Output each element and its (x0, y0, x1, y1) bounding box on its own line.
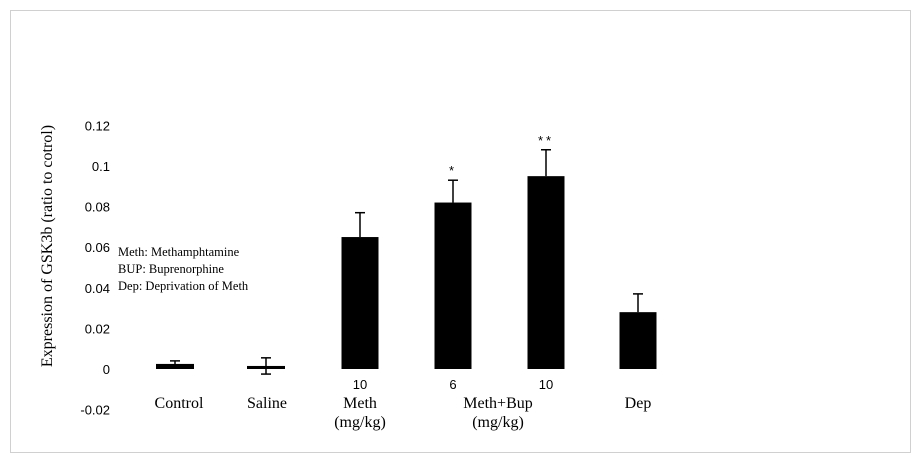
significance-marks: *** (449, 133, 554, 178)
y-axis-ticks: 0.12 0.1 0.08 0.06 0.04 0.02 0 -0.02 (80, 118, 110, 417)
y-tick-label: -0.02 (80, 403, 110, 418)
significance-mark: ** (538, 133, 554, 148)
group-label-control: Control (155, 395, 204, 412)
y-tick-label: 0.06 (85, 240, 110, 255)
dose-label: 10 (539, 377, 553, 392)
bar (619, 312, 657, 369)
chart-frame (10, 10, 911, 453)
group-label-saline: Saline (247, 395, 287, 412)
legend: Meth: Methamphtamine BUP: Buprenorphine … (118, 245, 249, 293)
group-label-dep: Dep (625, 395, 652, 412)
y-tick-label: 0 (103, 362, 110, 377)
legend-line-meth: Meth: Methamphtamine (118, 245, 240, 259)
legend-line-dep: Dep: Deprivation of Meth (118, 279, 249, 293)
y-axis-label: Expression of GSK3b (ratio to cotrol) (39, 125, 56, 367)
y-tick-label: 0.04 (85, 281, 110, 296)
dose-label: 10 (353, 377, 367, 392)
group-label-meth: Meth (343, 395, 377, 412)
bars (156, 176, 657, 369)
y-tick-label: 0.12 (85, 118, 110, 133)
bar (434, 202, 472, 369)
error-bars (170, 149, 643, 375)
legend-line-bup: BUP: Buprenorphine (118, 262, 224, 276)
y-tick-label: 0.1 (92, 159, 110, 174)
group-labels: Control Saline Meth (mg/kg) Meth+Bup (mg… (155, 395, 652, 431)
dose-labels: 10 6 10 (353, 377, 553, 392)
y-tick-label: 0.08 (85, 200, 110, 215)
bar (341, 237, 379, 369)
group-sublabel-meth: (mg/kg) (334, 414, 386, 431)
bar (527, 176, 565, 369)
group-sublabel-meth-bup: (mg/kg) (472, 414, 524, 431)
significance-mark: * (449, 163, 457, 178)
dose-label: 6 (449, 377, 456, 392)
y-tick-label: 0.02 (85, 321, 110, 336)
group-label-meth-bup: Meth+Bup (463, 395, 532, 412)
